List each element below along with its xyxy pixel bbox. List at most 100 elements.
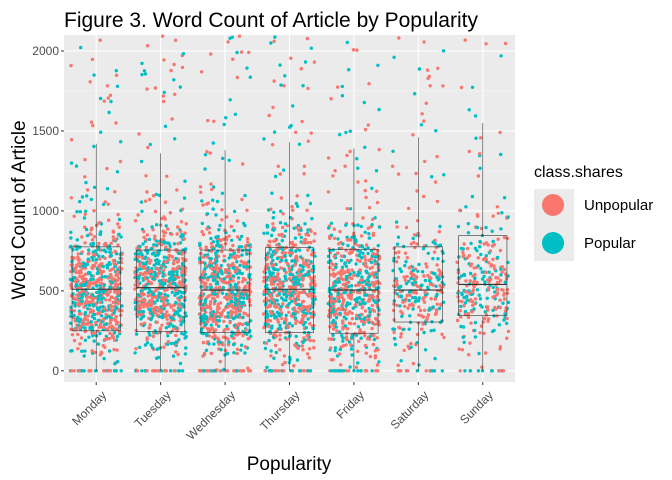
data-point [77, 309, 82, 313]
data-point [462, 242, 466, 246]
data-point [368, 354, 373, 359]
data-point [76, 302, 80, 307]
data-point [153, 209, 158, 214]
data-point [341, 327, 345, 331]
data-point [265, 365, 269, 370]
data-point [293, 256, 298, 260]
data-point [200, 199, 204, 203]
data-point [175, 260, 180, 264]
data-point [372, 337, 377, 342]
data-point [336, 369, 341, 373]
data-point [80, 322, 85, 327]
data-point [223, 348, 228, 353]
data-point [223, 270, 228, 275]
data-point [269, 354, 273, 358]
data-point [84, 277, 88, 281]
data-point [459, 85, 464, 90]
data-point [431, 240, 435, 244]
data-point [143, 277, 147, 281]
data-point [306, 369, 310, 373]
data-point [485, 305, 490, 309]
data-point [281, 362, 285, 367]
data-point [149, 317, 153, 322]
data-point [92, 73, 96, 77]
data-point [228, 264, 233, 268]
data-point [359, 369, 363, 373]
data-point [341, 242, 345, 246]
data-point [161, 229, 165, 233]
data-point [333, 346, 338, 350]
data-point [245, 66, 249, 70]
data-point [393, 342, 398, 347]
data-point [478, 166, 482, 170]
data-point [70, 349, 74, 353]
data-point [441, 84, 445, 88]
data-point [86, 307, 90, 311]
data-point [239, 343, 244, 347]
data-point [159, 309, 164, 313]
data-point [311, 301, 315, 305]
data-point [142, 69, 147, 73]
data-point [350, 317, 355, 321]
data-point [104, 291, 109, 295]
data-point [210, 187, 214, 192]
data-point [117, 329, 122, 334]
data-point [465, 246, 470, 251]
data-point [70, 263, 75, 267]
data-point [119, 140, 123, 144]
data-point [145, 233, 149, 237]
legend-key-unpopular [542, 194, 564, 216]
data-point [395, 260, 399, 264]
data-point [79, 45, 83, 50]
data-point [399, 359, 403, 363]
data-point [83, 329, 87, 334]
data-point [230, 35, 234, 39]
data-point [229, 315, 233, 319]
data-point [172, 262, 176, 266]
data-point [480, 277, 485, 281]
data-point [473, 335, 478, 339]
data-point [479, 136, 483, 140]
data-point [274, 350, 278, 355]
data-point [473, 272, 477, 277]
data-point [226, 327, 230, 331]
data-point [467, 108, 471, 112]
data-point [175, 329, 179, 333]
data-point [348, 207, 353, 211]
data-point [154, 331, 158, 335]
data-point [395, 292, 399, 296]
data-point [265, 283, 269, 287]
data-point [272, 356, 276, 360]
data-point [262, 279, 266, 283]
data-point [282, 321, 287, 325]
data-point [271, 249, 276, 254]
data-point [310, 216, 314, 221]
data-point [72, 296, 76, 300]
data-point [425, 315, 430, 320]
data-point [349, 343, 353, 347]
data-point [68, 321, 73, 325]
data-point [233, 282, 238, 286]
data-point [220, 208, 224, 212]
data-point [344, 223, 348, 227]
data-point [242, 296, 246, 300]
data-point [337, 280, 341, 284]
data-point [352, 273, 356, 278]
data-point [240, 253, 244, 257]
data-point [140, 72, 144, 77]
data-point [346, 369, 351, 373]
data-point [215, 199, 220, 204]
data-point [113, 282, 118, 286]
data-point [107, 110, 111, 115]
data-point [98, 96, 103, 101]
data-point [143, 199, 148, 203]
data-point [168, 270, 172, 275]
data-point [399, 289, 403, 294]
data-point [504, 309, 508, 313]
data-point [297, 278, 301, 282]
data-point [486, 308, 490, 312]
data-point [248, 75, 252, 79]
data-point [306, 193, 310, 198]
data-point [242, 265, 246, 269]
data-point [76, 315, 80, 320]
